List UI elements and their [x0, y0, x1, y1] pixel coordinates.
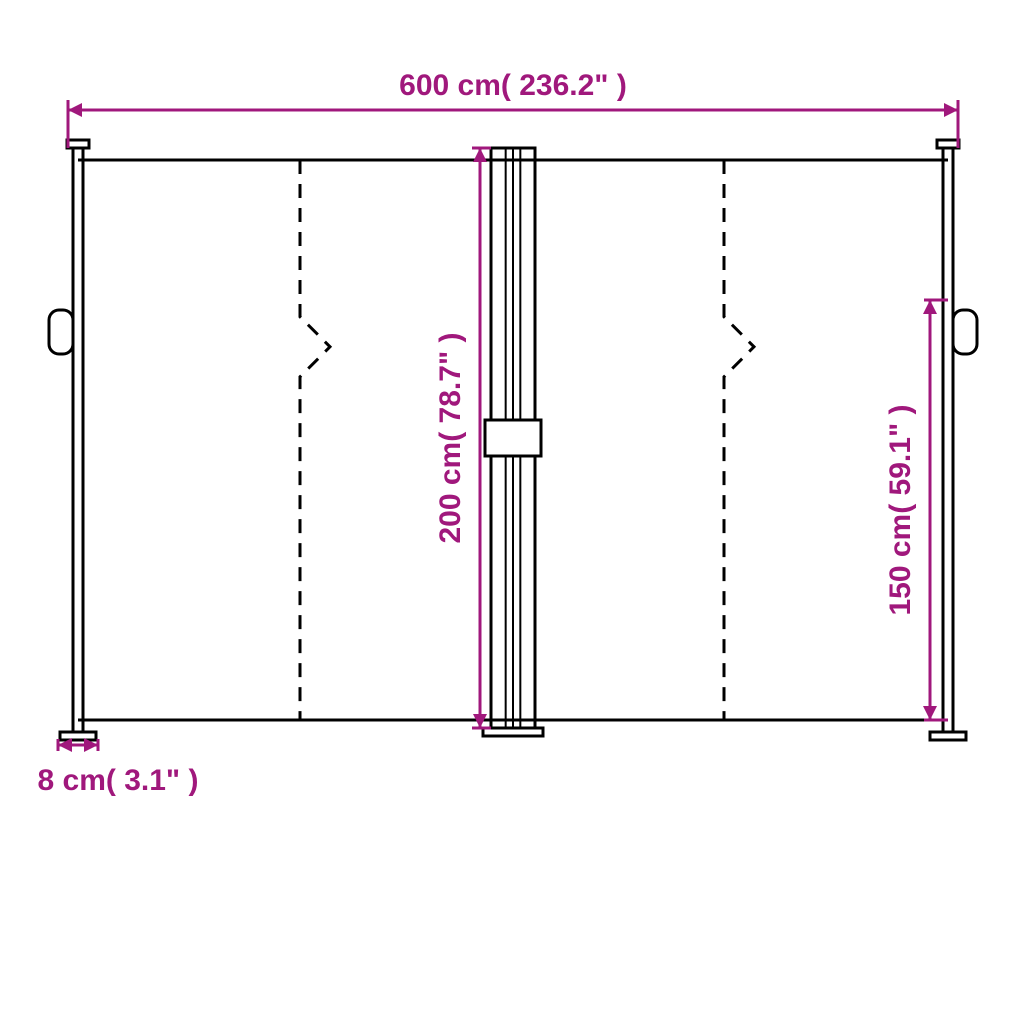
fold-line: [300, 160, 330, 720]
dim-height-center-label: 200 cm( 78.7" ): [434, 332, 467, 543]
right-handle: [953, 310, 977, 354]
fold-line: [724, 160, 754, 720]
right-post: [943, 148, 953, 732]
left-post: [73, 148, 83, 732]
dim-base-label: 8 cm( 3.1" ): [38, 764, 199, 797]
left-post-foot: [60, 732, 96, 740]
right-post-foot: [930, 732, 966, 740]
dim-width-label: 600 cm( 236.2" ): [399, 69, 627, 102]
left-handle: [49, 310, 73, 354]
dim-height-right-label: 150 cm( 59.1" ): [884, 404, 917, 615]
center-bracket: [485, 420, 541, 456]
